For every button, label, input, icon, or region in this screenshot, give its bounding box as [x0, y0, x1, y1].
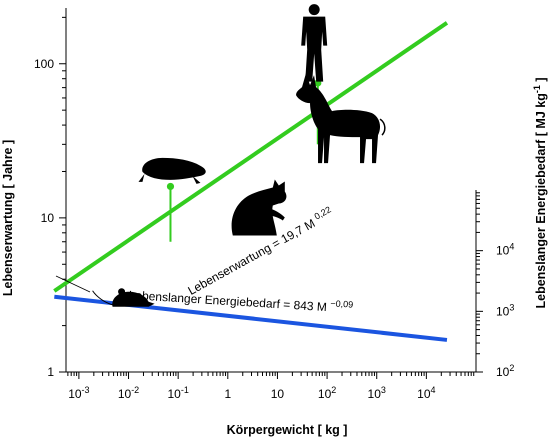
mouse-silhouette — [92, 288, 155, 307]
donkey-tail — [379, 118, 386, 136]
mouse-pointer-line — [55, 275, 91, 293]
x-axis-title: Körpergewicht [ kg ] — [227, 423, 348, 437]
human-head — [308, 4, 320, 16]
y-axis-title: Lebenserwartung [ Jahre ] — [1, 140, 15, 296]
donkey-body — [296, 73, 381, 164]
cat-body — [231, 179, 287, 236]
x-tick-label: 10-3 — [68, 385, 89, 401]
energy-demand-equation: Lebenslanger Energiebedarf = 843 M −0,09 — [128, 286, 353, 316]
human-body — [301, 16, 328, 82]
cat-paw — [266, 207, 285, 221]
naked-mole-rat-outlier-dot — [166, 182, 175, 191]
x-tick-label: 10-2 — [118, 385, 139, 401]
axes — [59, 8, 483, 379]
x-tick-label: 10-1 — [167, 385, 188, 401]
text-layer: 10-3 10-2 10-1 1 10 102 103 104 1 10 100 102 103 104 K… — [1, 57, 548, 437]
mole-rat-body — [142, 157, 206, 180]
mouse-body — [112, 291, 155, 307]
mouse-ear — [118, 288, 126, 296]
y-tick-label: 10 — [41, 211, 55, 225]
y2-tick-label: 102 — [496, 363, 514, 379]
x-tick-label: 103 — [368, 385, 386, 401]
cat-silhouette — [231, 179, 287, 236]
y2-tick-label: 103 — [496, 302, 514, 318]
y-tick-label: 100 — [34, 57, 54, 71]
donkey-silhouette — [296, 73, 386, 164]
naked-mole-rat-silhouette — [138, 157, 206, 184]
mouse-tail — [92, 290, 113, 306]
x-tick-label: 102 — [318, 385, 336, 401]
animal-silhouettes — [55, 4, 386, 307]
x-tick-label: 104 — [417, 385, 435, 401]
human-silhouette — [301, 4, 328, 82]
y-tick-label: 1 — [47, 365, 54, 379]
x-tick-label: 1 — [224, 387, 231, 401]
y2-axis-title: Lebenslanger Energiebedarf [ MJ kg-1 ] — [532, 78, 548, 309]
x-tick-label: 10 — [271, 387, 285, 401]
y2-tick-label: 104 — [496, 242, 514, 258]
series-layer — [53, 21, 449, 342]
life-expectancy-line — [53, 21, 449, 293]
